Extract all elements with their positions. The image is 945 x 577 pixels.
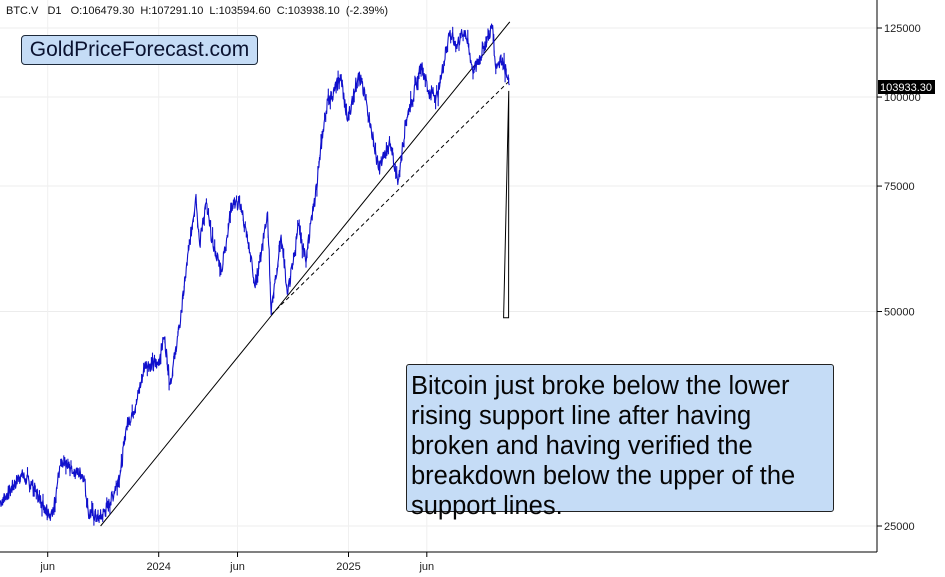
annotation-box: Bitcoin just broke below the lower risin… bbox=[406, 364, 834, 520]
y-tick-label: 25000 bbox=[884, 521, 915, 533]
x-tick-label: jun bbox=[39, 561, 55, 573]
y-tick-label: 100000 bbox=[884, 92, 921, 104]
price-label-text: 103933.30 bbox=[880, 82, 932, 94]
y-tick-label: 50000 bbox=[884, 307, 915, 319]
chart-header: BTC.V D1 O:106479.30 H:107291.10 L:10359… bbox=[6, 5, 388, 17]
annotation-pointer bbox=[503, 90, 510, 319]
x-tick-label: jun bbox=[229, 561, 245, 573]
x-tick-label: jun bbox=[418, 561, 434, 573]
brand-logo-box: GoldPriceForecast.com bbox=[21, 35, 258, 65]
y-tick-label: 75000 bbox=[884, 181, 915, 193]
x-tick-label: 2025 bbox=[336, 561, 360, 573]
x-tick-label: 2024 bbox=[146, 561, 170, 573]
ohlc-values: O:106479.30 H:107291.10 L:103594.60 C:10… bbox=[71, 5, 388, 17]
price-label: 103933.30 bbox=[878, 80, 935, 94]
interval-label: D1 bbox=[47, 5, 61, 17]
btc-price-line bbox=[0, 23, 510, 526]
annotation-text: Bitcoin just broke below the lower risin… bbox=[411, 372, 796, 520]
brand-logo-text: GoldPriceForecast.com bbox=[29, 38, 250, 61]
lower-support-line bbox=[270, 80, 511, 315]
symbol-label: BTC.V bbox=[6, 5, 39, 17]
upper-support-line bbox=[100, 21, 511, 527]
price-label-box bbox=[878, 80, 935, 94]
y-tick-label: 125000 bbox=[884, 23, 921, 35]
